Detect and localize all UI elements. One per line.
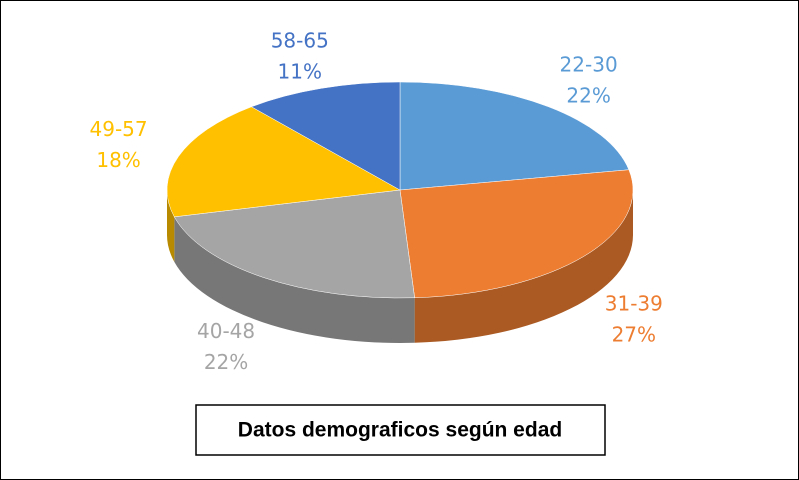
slice-label: 40-48 (197, 319, 255, 343)
pie-slice (399, 169, 634, 299)
chart-title: Datos demograficos según edad (238, 419, 562, 442)
pie-side (414, 190, 633, 343)
slice-value-label: 27% (612, 323, 656, 347)
slice-label: 49-57 (90, 117, 148, 141)
slice-value-label: 18% (96, 148, 140, 172)
pie-slice (173, 189, 415, 299)
pie (166, 81, 634, 344)
slice-label: 58-65 (271, 28, 329, 52)
title-box (195, 404, 606, 456)
slice-value-label: 11% (278, 59, 322, 83)
pie-side (167, 190, 175, 262)
pie-sides (167, 190, 633, 344)
pie-side (174, 216, 415, 344)
pie-slice (399, 81, 630, 191)
pie-slice (166, 106, 401, 218)
slice-value-label: 22% (204, 350, 248, 374)
slice-value-label: 22% (566, 83, 610, 107)
pie-slice (250, 81, 401, 191)
slice-label: 31-39 (605, 292, 663, 316)
slice-label: 22-30 (560, 52, 618, 76)
